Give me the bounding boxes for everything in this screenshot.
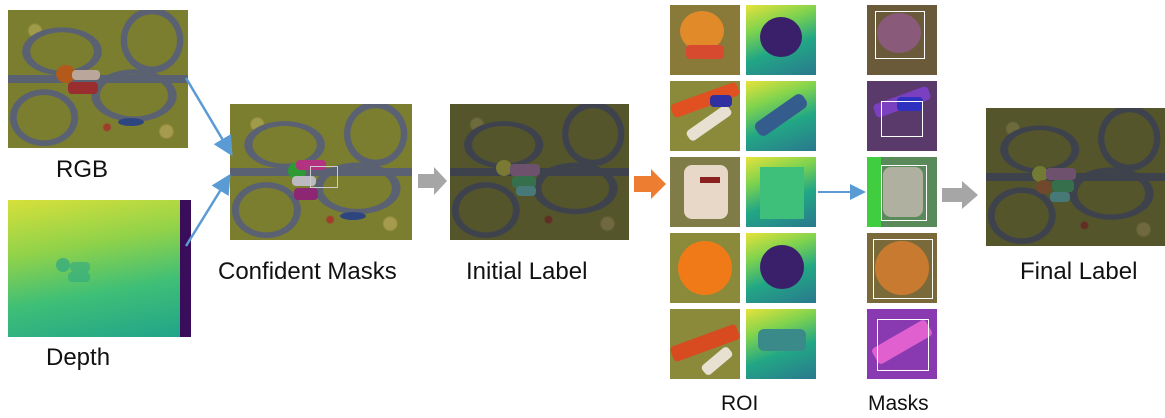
initial-label-image — [450, 104, 629, 240]
roi-depth-crop-4 — [746, 233, 816, 303]
arrow-confident-to-initial — [418, 167, 447, 195]
roi-depth-crop-5 — [746, 309, 816, 379]
depth-image — [8, 200, 191, 337]
arrow-rgb-to-confident — [184, 77, 233, 157]
roi-depth-crop-3 — [746, 157, 816, 227]
roi-rgb-crop-2 — [670, 81, 740, 151]
roi-rgb-crop-4 — [670, 233, 740, 303]
mask-crop-2 — [867, 81, 937, 151]
mask-crop-5 — [867, 309, 937, 379]
roi-caption: ROI — [721, 392, 759, 415]
roi-depth-crop-2 — [746, 81, 816, 151]
roi-rgb-crop-1 — [670, 5, 740, 75]
rgb-image — [8, 10, 188, 148]
masks-caption: Masks — [868, 392, 929, 415]
rgb-caption: RGB — [56, 156, 109, 183]
mask-crop-4 — [867, 233, 937, 303]
initial-label-caption: Initial Label — [466, 258, 588, 285]
roi-depth-crop-1 — [746, 5, 816, 75]
mask-crop-3 — [867, 157, 937, 227]
mask-crop-1 — [867, 5, 937, 75]
confident-masks-image — [230, 104, 412, 240]
roi-rgb-crop-3 — [670, 157, 740, 227]
roi-rgb-crop-5 — [670, 309, 740, 379]
depth-caption: Depth — [46, 344, 111, 371]
arrow-depth-to-confident — [184, 173, 231, 247]
final-label-caption: Final Label — [1020, 258, 1138, 285]
arrow-initial-to-roi — [634, 169, 666, 199]
final-label-image — [986, 108, 1165, 246]
arrow-masks-to-final — [942, 181, 978, 209]
confident-masks-caption: Confident Masks — [218, 258, 397, 285]
